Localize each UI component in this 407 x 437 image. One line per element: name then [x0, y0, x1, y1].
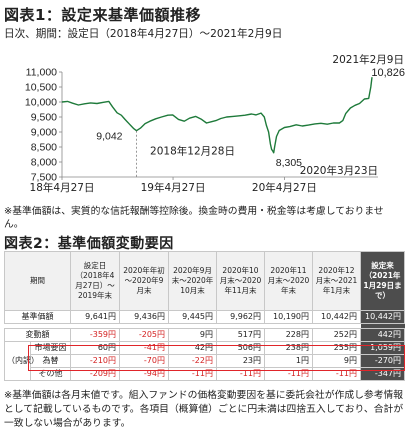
annotation-date: 2018年12月28日: [150, 145, 235, 158]
table-cell: 238円: [264, 341, 313, 355]
table-header-row: 期間 設定日（2018年4月27日）～2019年末 2020年年初～2020年9…: [4, 251, 405, 311]
table-cell: 9,436円: [119, 310, 169, 324]
table-cell: 252円: [312, 328, 361, 342]
annotation-date: 2021年2月9日: [332, 53, 404, 66]
table-cell: 9,962円: [216, 310, 265, 324]
table-cell: -11円: [168, 367, 217, 381]
table-cell: 9円: [168, 328, 217, 342]
table-cell: 442円: [360, 328, 405, 342]
nav-change-table: 期間 設定日（2018年4月27日）～2019年末 2020年年初～2020年9…: [4, 251, 405, 381]
row-label-market: 市場要因: [30, 341, 71, 355]
table-cell: 23円: [216, 354, 265, 368]
row-label-other: その他: [30, 367, 71, 381]
table-cell: 10,190円: [264, 310, 313, 324]
table-cell: 1円: [264, 354, 313, 368]
table-row-nav: 基準価額 9,641円 9,436円 9,445円 9,962円 10,190円…: [4, 310, 405, 324]
row-label-change: 変動額: [4, 328, 71, 342]
figure2-title: 図表2：基準価額変動要因: [4, 236, 174, 252]
table-cell: -270円: [360, 354, 405, 368]
y-tick-label: 11,000: [26, 67, 57, 79]
x-tick-label: 20年4月27日: [252, 181, 317, 194]
table-cell: 10,442円: [360, 310, 405, 324]
table-cell: -11円: [264, 367, 313, 381]
x-tick-label: 19年4月27日: [141, 181, 206, 194]
table-cell: 517円: [216, 328, 265, 342]
header-since-inception: 設定来（2021年1月29日まで）: [360, 251, 405, 311]
y-tick-label: 7,500: [31, 172, 57, 184]
table-cell: -210円: [70, 354, 120, 368]
figure1-title: 図表1：設定来基準価額推移: [4, 6, 201, 24]
table-cell: -205円: [119, 328, 169, 342]
breakdown-label: （内訳）: [4, 341, 39, 381]
nav-series-line: [61, 77, 373, 154]
y-tick-label: 10,000: [25, 97, 57, 109]
header-col-3: 2020年9月末～2020年10月末: [168, 251, 217, 311]
nav-line-chart: 7,500 8,000 8,500 9,000 9,500 10,000 10,500 11,…: [25, 53, 405, 194]
table-cell: -359円: [70, 328, 120, 342]
table-cell: 9円: [312, 354, 361, 368]
table-cell: -347円: [360, 367, 405, 381]
annotation-value: 8,305: [276, 157, 302, 169]
header-col-1: 設定日（2018年4月27日）～2019年末: [70, 251, 120, 311]
table-cell: -11円: [312, 367, 361, 381]
y-tick-label: 8,500: [31, 142, 57, 154]
table-cell: 9,445円: [168, 310, 217, 324]
table-row-change: 変動額 -359円 -205円 9円 517円 228円 252円 442円: [4, 328, 405, 342]
y-tick-label: 9,500: [31, 112, 57, 124]
table-cell: 228円: [264, 328, 313, 342]
table-cell: 9,641円: [70, 310, 120, 324]
figure1-note: ※基準価額は、実質的な信託報酬等控除後。換金時の費用・税金等は考慮しておりません…: [4, 206, 384, 230]
annotation-date: 2020年3月23日: [300, 164, 378, 177]
header-col-2: 2020年年初～2020年9月末: [119, 251, 169, 311]
table-cell: 42円: [168, 341, 217, 355]
table-cell: 10,442円: [312, 310, 361, 324]
y-tick-label: 9,000: [31, 127, 57, 139]
header-col-4: 2020年10月末～2020年11月末: [216, 251, 265, 311]
y-tick-label: 8,000: [31, 157, 57, 169]
y-tick-label: 10,500: [25, 82, 57, 94]
figure1-subtitle: 日次、期間：設定日（2018年4月27日）～2021年2月9日: [4, 28, 283, 40]
table-row-market: （内訳） 市場要因 60円 -41円 42円 506円 238円 255円 1,…: [4, 341, 405, 381]
header-period: 期間: [4, 251, 71, 311]
table-row-fx: 為替 -210円 -70円 -22円 23円 1円 9円 -270円: [5, 354, 405, 368]
table-cell: 1,059円: [360, 341, 405, 355]
table-cell: 60円: [70, 341, 120, 355]
table-cell: -209円: [70, 367, 120, 381]
table-cell: -11円: [216, 367, 265, 381]
table-cell: 506円: [216, 341, 265, 355]
table-cell: -22円: [168, 354, 217, 368]
table-cell: 255円: [312, 341, 361, 355]
x-tick-label: 18年4月27日: [30, 181, 95, 194]
table-spacer: [4, 323, 405, 329]
header-col-6: 2020年12月末～2021年1月末: [312, 251, 361, 311]
figure2-note: ※基準価額は各月末値です。組入ファンドの価格変動要因を基に委託会社が作成し参考情…: [4, 390, 404, 429]
row-label-nav: 基準価額: [4, 310, 71, 324]
table-row-other: その他 -209円 -94円 -11円 -11円 -11円 -11円 -347円: [5, 367, 405, 381]
annotation-value: 10,826: [371, 67, 405, 79]
annotation-value: 9,042: [96, 131, 122, 143]
header-col-5: 2020年11月末～2020年末: [264, 251, 313, 311]
table-cell: -94円: [119, 367, 169, 381]
table-cell: -70円: [119, 354, 169, 368]
table-cell: -41円: [119, 341, 169, 355]
